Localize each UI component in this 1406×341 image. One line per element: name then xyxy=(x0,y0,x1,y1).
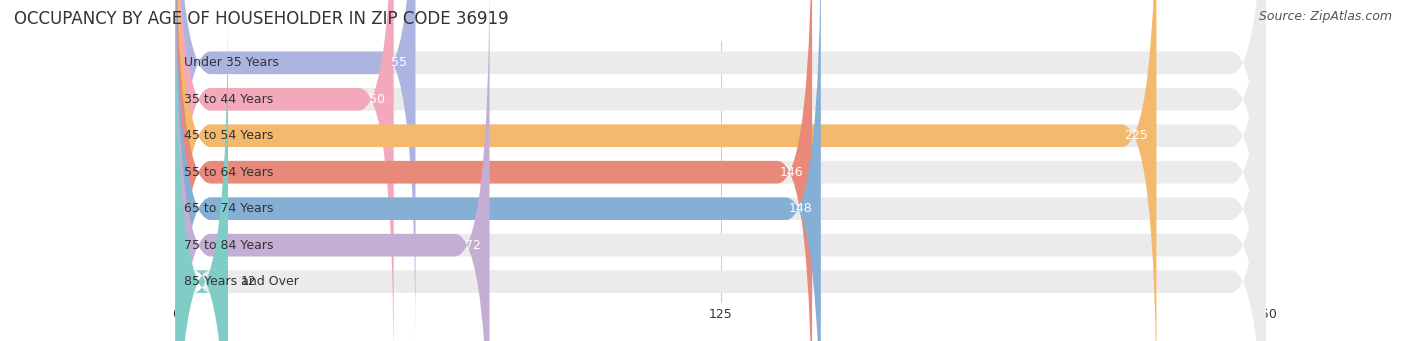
FancyBboxPatch shape xyxy=(176,1,1265,341)
FancyBboxPatch shape xyxy=(176,0,1265,341)
FancyBboxPatch shape xyxy=(176,0,1265,341)
FancyBboxPatch shape xyxy=(176,1,228,341)
Text: 146: 146 xyxy=(780,166,803,179)
FancyBboxPatch shape xyxy=(176,0,1265,341)
FancyBboxPatch shape xyxy=(176,0,813,341)
Text: 148: 148 xyxy=(789,202,813,215)
Text: Under 35 Years: Under 35 Years xyxy=(184,56,280,69)
FancyBboxPatch shape xyxy=(176,0,1156,341)
Text: 55 to 64 Years: 55 to 64 Years xyxy=(184,166,274,179)
Text: OCCUPANCY BY AGE OF HOUSEHOLDER IN ZIP CODE 36919: OCCUPANCY BY AGE OF HOUSEHOLDER IN ZIP C… xyxy=(14,10,509,28)
FancyBboxPatch shape xyxy=(176,0,394,341)
Text: 55: 55 xyxy=(391,56,406,69)
FancyBboxPatch shape xyxy=(176,0,416,341)
Text: 72: 72 xyxy=(465,239,481,252)
Text: 75 to 84 Years: 75 to 84 Years xyxy=(184,239,274,252)
FancyBboxPatch shape xyxy=(176,0,1265,341)
Text: 12: 12 xyxy=(242,275,257,288)
Text: Source: ZipAtlas.com: Source: ZipAtlas.com xyxy=(1258,10,1392,23)
Text: 50: 50 xyxy=(368,93,385,106)
Text: 45 to 54 Years: 45 to 54 Years xyxy=(184,129,274,142)
Text: 225: 225 xyxy=(1123,129,1147,142)
Text: 85 Years and Over: 85 Years and Over xyxy=(184,275,299,288)
FancyBboxPatch shape xyxy=(176,0,1265,341)
Text: 65 to 74 Years: 65 to 74 Years xyxy=(184,202,274,215)
FancyBboxPatch shape xyxy=(176,0,821,341)
Text: 35 to 44 Years: 35 to 44 Years xyxy=(184,93,274,106)
FancyBboxPatch shape xyxy=(176,0,489,341)
FancyBboxPatch shape xyxy=(176,0,1265,341)
